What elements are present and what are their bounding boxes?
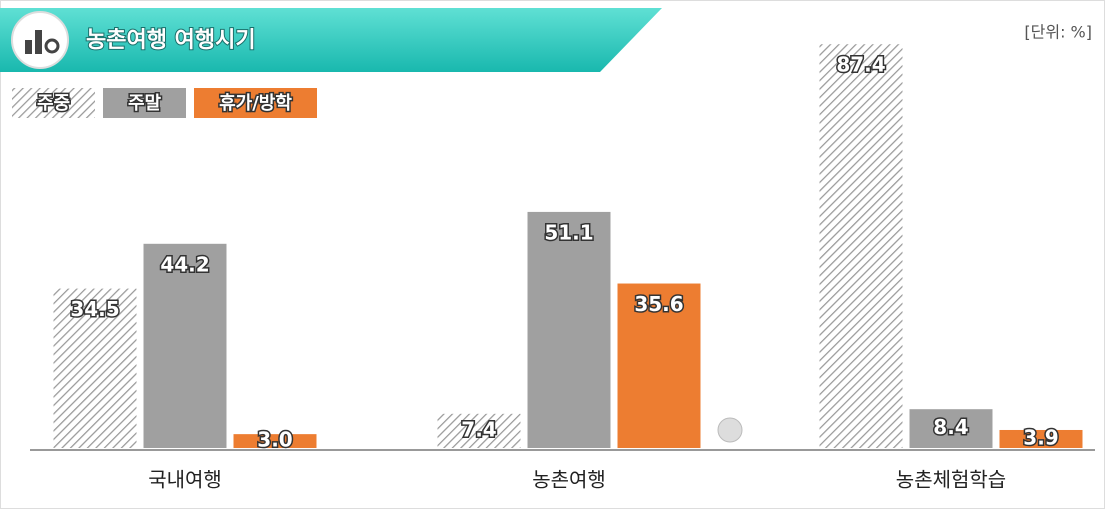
- value-label: 7.4: [461, 417, 496, 441]
- bar: [527, 211, 611, 448]
- bar: [909, 409, 993, 448]
- icon-bar: [35, 30, 42, 54]
- value-label: 51.1: [544, 220, 593, 244]
- decoration: [717, 417, 743, 443]
- legend-label: 주중: [37, 93, 70, 114]
- legend-swatch: [194, 88, 317, 118]
- bar: [233, 434, 317, 448]
- chart-title: 농촌여행 여행시기: [86, 28, 256, 53]
- legend-swatch: [103, 88, 186, 118]
- legend-label: 휴가/방학: [219, 92, 292, 114]
- x-tick-label: 국내여행: [148, 468, 222, 492]
- value-label: 44.2: [160, 252, 209, 276]
- value-label: 3.9: [1023, 425, 1058, 449]
- value-label: 35.6: [634, 292, 683, 316]
- unit-label: [단위: %]: [1024, 23, 1092, 42]
- value-label: 87.4: [836, 53, 885, 77]
- x-tick-label: 농촌여행: [532, 468, 606, 492]
- bar: [143, 243, 227, 448]
- bar: [53, 288, 137, 448]
- bar: [819, 44, 903, 448]
- value-label: 8.4: [933, 415, 968, 439]
- bar: [437, 413, 521, 448]
- legend-label: 주말: [128, 93, 162, 114]
- bar: [617, 283, 701, 448]
- bar: [999, 429, 1083, 448]
- x-tick-label: 농촌체험학습: [896, 468, 1006, 492]
- legend-swatch: [12, 88, 95, 118]
- title-band: [0, 8, 662, 72]
- value-label: 3.0: [257, 428, 292, 452]
- icon-bar: [25, 40, 32, 54]
- icon-lens: [44, 38, 60, 54]
- value-label: 34.5: [70, 297, 119, 321]
